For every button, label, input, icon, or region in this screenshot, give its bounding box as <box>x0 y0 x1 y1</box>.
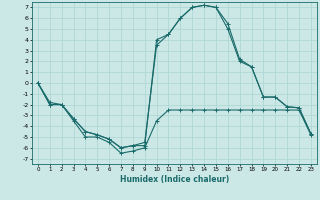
X-axis label: Humidex (Indice chaleur): Humidex (Indice chaleur) <box>120 175 229 184</box>
